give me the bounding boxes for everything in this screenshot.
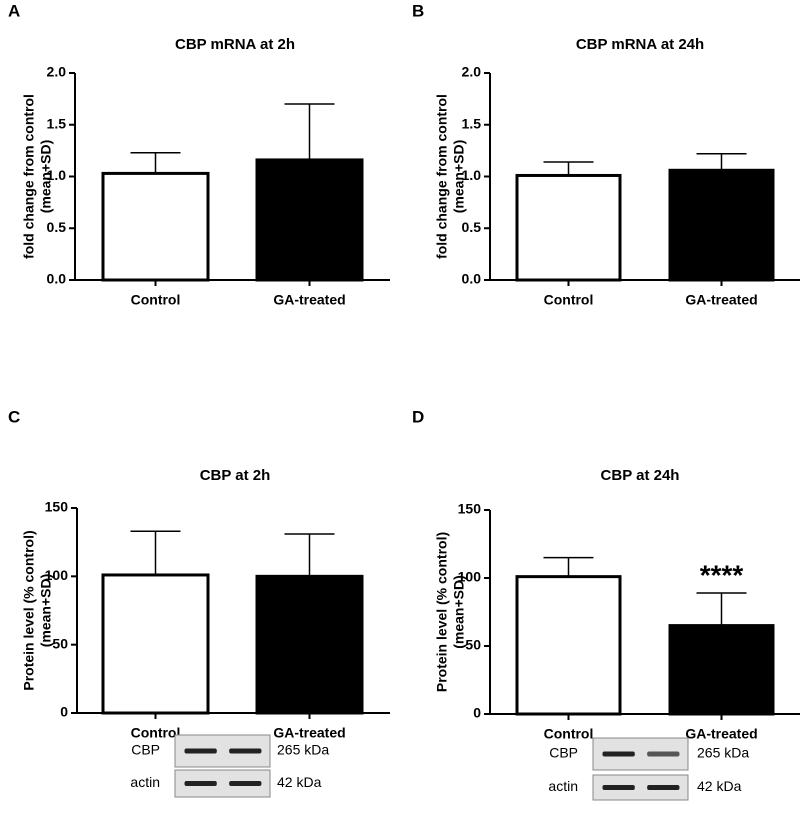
y-tick-label: 50: [465, 637, 481, 653]
chart-title: CBP at 2h: [200, 467, 271, 484]
x-tick-label: GA-treated: [273, 725, 345, 741]
chart-title: CBP mRNA at 24h: [576, 36, 704, 53]
blot-band: [602, 751, 635, 757]
chart-title: CBP at 24h: [601, 467, 680, 484]
y-tick-label: 1.5: [462, 115, 482, 131]
y-tick-label: 0.0: [47, 271, 67, 287]
bar: [255, 574, 364, 715]
y-tick-label: 1.0: [462, 167, 482, 183]
x-tick-label: GA-treated: [273, 292, 345, 308]
y-axis-label: (mean+SD): [451, 575, 467, 649]
panel-letter: D: [412, 407, 424, 426]
blot-label: actin: [548, 778, 578, 794]
y-tick-label: 0.0: [462, 271, 482, 287]
y-axis-label: (mean+SD): [38, 140, 54, 214]
y-tick-label: 100: [45, 567, 69, 583]
x-tick-label: Control: [131, 725, 181, 741]
blot-label: CBP: [131, 742, 160, 758]
x-tick-label: Control: [544, 726, 594, 742]
y-tick-label: 0.5: [47, 219, 67, 235]
y-tick-label: 150: [458, 501, 482, 517]
panel-letter: C: [8, 407, 20, 426]
blot-band: [647, 751, 680, 757]
blot-size: 265 kDa: [697, 745, 749, 761]
bar: [101, 171, 210, 282]
y-axis-label: (mean+SD): [451, 140, 467, 214]
y-axis-label: fold change from control: [434, 94, 450, 259]
x-tick-label: Control: [131, 292, 181, 308]
bar: [668, 624, 775, 716]
x-tick-label: GA-treated: [685, 726, 757, 742]
x-tick-label: Control: [544, 292, 594, 308]
chart-title: CBP mRNA at 2h: [175, 36, 295, 53]
y-tick-label: 50: [52, 635, 68, 651]
bar: [515, 173, 622, 282]
blot-band: [229, 781, 262, 786]
bar: [515, 575, 622, 716]
y-axis-label: Protein level (% control): [21, 530, 37, 690]
panel-letter: A: [8, 1, 20, 20]
y-tick-label: 100: [458, 569, 482, 585]
y-tick-label: 2.0: [462, 64, 482, 80]
bar: [101, 573, 210, 715]
bar: [668, 168, 775, 282]
y-tick-label: 1.5: [47, 115, 67, 131]
y-axis-label: (mean+SD): [38, 574, 54, 648]
y-tick-label: 150: [45, 499, 69, 515]
y-tick-label: 0: [60, 704, 68, 720]
y-axis-label: Protein level (% control): [434, 532, 450, 692]
y-tick-label: 2.0: [47, 64, 67, 80]
blot-size: 42 kDa: [697, 778, 742, 794]
y-tick-label: 1.0: [47, 167, 67, 183]
significance-label: ****: [700, 559, 744, 590]
y-axis-label: fold change from control: [21, 94, 37, 259]
blot-band: [229, 748, 262, 754]
blot-label: CBP: [549, 745, 578, 761]
blot-label: actin: [130, 774, 160, 790]
y-tick-label: 0: [473, 705, 481, 721]
blot-band: [184, 781, 217, 786]
blot-band: [602, 785, 635, 790]
blot-band: [184, 748, 217, 754]
panel-letter: B: [412, 1, 424, 20]
bar: [255, 158, 364, 282]
y-tick-label: 0.5: [462, 219, 482, 235]
blot-size: 265 kDa: [277, 742, 329, 758]
blot-band: [647, 785, 680, 790]
blot-size: 42 kDa: [277, 774, 322, 790]
x-tick-label: GA-treated: [685, 292, 757, 308]
